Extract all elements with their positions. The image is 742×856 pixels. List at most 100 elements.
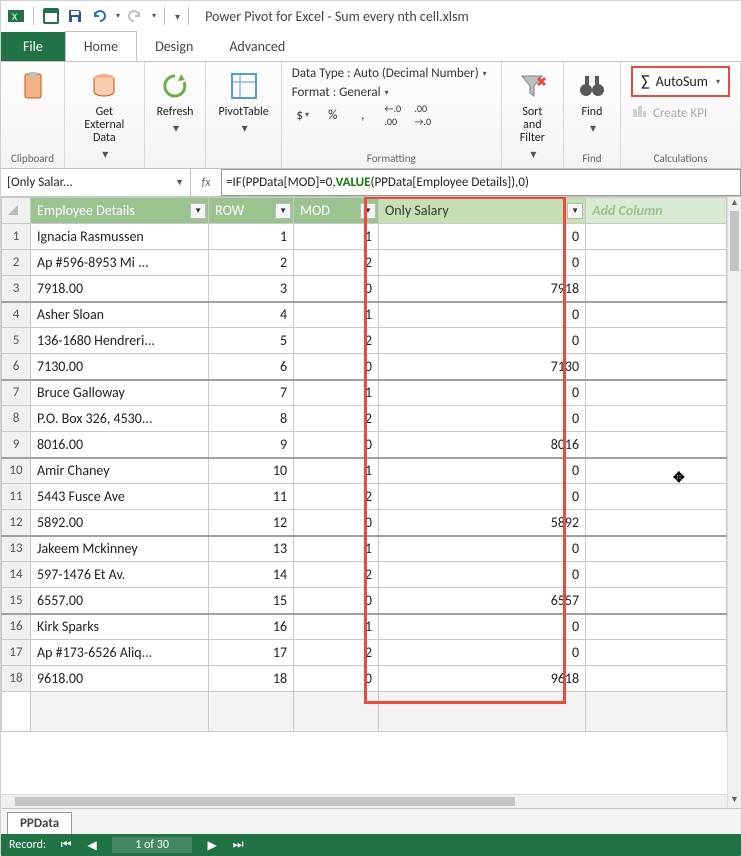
cell-mod[interactable]: 1 bbox=[294, 224, 379, 250]
row-number[interactable]: 2 bbox=[2, 250, 31, 276]
cell-row[interactable]: 13 bbox=[209, 536, 294, 562]
cell-mod[interactable]: 0 bbox=[294, 432, 379, 458]
cell-mod[interactable]: 0 bbox=[294, 276, 379, 302]
cell-employee[interactable]: Kirk Sparks bbox=[31, 614, 209, 640]
cell-salary[interactable]: 0 bbox=[378, 250, 585, 276]
scroll-down-icon[interactable]: ▼ bbox=[728, 794, 741, 808]
cell-mod[interactable]: 2 bbox=[294, 640, 379, 666]
row-number[interactable]: 13 bbox=[2, 536, 31, 562]
cell-employee[interactable]: 7918.00 bbox=[31, 276, 209, 302]
cell-employee[interactable]: Bruce Galloway bbox=[31, 380, 209, 406]
row-number[interactable]: 4 bbox=[2, 302, 31, 328]
cell-row[interactable]: 11 bbox=[209, 484, 294, 510]
cell-row[interactable]: 2 bbox=[209, 250, 294, 276]
cell-mod[interactable]: 2 bbox=[294, 328, 379, 354]
cell-salary[interactable]: 0 bbox=[378, 406, 585, 432]
cell-mod[interactable]: 0 bbox=[294, 354, 379, 380]
col-header-only-salary[interactable]: Only Salary▼ bbox=[378, 198, 585, 224]
table-row[interactable]: 125892.001205892 bbox=[2, 510, 727, 536]
col-header-mod[interactable]: MOD▼ bbox=[294, 198, 379, 224]
cell-mod[interactable]: 1 bbox=[294, 380, 379, 406]
cell-employee[interactable]: P.O. Box 326, 4530... bbox=[31, 406, 209, 432]
undo-icon[interactable] bbox=[90, 7, 108, 25]
refresh-button[interactable]: Refresh ▾ bbox=[155, 66, 196, 140]
cell-salary[interactable]: 7918 bbox=[378, 276, 585, 302]
row-number[interactable]: 11 bbox=[2, 484, 31, 510]
row-number[interactable]: 7 bbox=[2, 380, 31, 406]
filter-icon[interactable]: ▼ bbox=[360, 203, 376, 219]
row-number[interactable]: 16 bbox=[2, 614, 31, 640]
table-row[interactable]: 10Amir Chaney1010 bbox=[2, 458, 727, 484]
table-row[interactable]: 189618.001809618 bbox=[2, 666, 727, 692]
cell-empty[interactable] bbox=[586, 380, 727, 406]
cell-empty[interactable] bbox=[586, 484, 727, 510]
cell-row[interactable]: 4 bbox=[209, 302, 294, 328]
row-number[interactable]: 1 bbox=[2, 224, 31, 250]
pivottable-button[interactable]: PivotTable ▾ bbox=[216, 66, 270, 140]
cell-row[interactable]: 14 bbox=[209, 562, 294, 588]
cell-row[interactable]: 9 bbox=[209, 432, 294, 458]
cell-salary[interactable]: 7130 bbox=[378, 354, 585, 380]
cell-salary[interactable]: 8016 bbox=[378, 432, 585, 458]
redo-dropdown[interactable]: ▾ bbox=[152, 11, 156, 21]
table-row[interactable]: 8P.O. Box 326, 4530...820 bbox=[2, 406, 727, 432]
cell-empty[interactable] bbox=[586, 328, 727, 354]
row-number[interactable]: 10 bbox=[2, 458, 31, 484]
cell-empty[interactable] bbox=[586, 432, 727, 458]
cell-salary[interactable]: 0 bbox=[378, 562, 585, 588]
cell-employee[interactable]: 597-1476 Et Av. bbox=[31, 562, 209, 588]
table-row[interactable]: 156557.001506557 bbox=[2, 588, 727, 614]
cell-mod[interactable]: 2 bbox=[294, 562, 379, 588]
clipboard-button[interactable] bbox=[15, 66, 51, 106]
cell-row[interactable]: 7 bbox=[209, 380, 294, 406]
filter-icon[interactable]: ▼ bbox=[567, 203, 583, 219]
cell-empty[interactable] bbox=[586, 510, 727, 536]
save-icon[interactable] bbox=[66, 7, 84, 25]
cell-salary[interactable]: 0 bbox=[378, 484, 585, 510]
decrease-decimal-button[interactable]: .00→.0 bbox=[412, 104, 434, 126]
sheet-tab-ppdata[interactable]: PPData bbox=[7, 812, 72, 834]
col-header-employee[interactable]: Employee Details▼ bbox=[31, 198, 209, 224]
table-row[interactable]: 67130.00607130 bbox=[2, 354, 727, 380]
powerpivot-icon[interactable] bbox=[42, 7, 60, 25]
cell-mod[interactable]: 2 bbox=[294, 406, 379, 432]
cell-employee[interactable]: 5443 Fusce Ave bbox=[31, 484, 209, 510]
tab-advanced[interactable]: Advanced bbox=[211, 32, 303, 61]
cell-employee[interactable]: 5892.00 bbox=[31, 510, 209, 536]
percent-button[interactable]: % bbox=[322, 104, 344, 126]
row-number[interactable]: 5 bbox=[2, 328, 31, 354]
qat-customize[interactable]: ▾ bbox=[175, 10, 180, 23]
horizontal-scrollbar[interactable] bbox=[1, 794, 727, 808]
cell-employee[interactable]: Asher Sloan bbox=[31, 302, 209, 328]
select-all-corner[interactable] bbox=[2, 198, 31, 224]
cell-salary[interactable]: 6557 bbox=[378, 588, 585, 614]
table-row[interactable]: 13Jakeem Mckinney1310 bbox=[2, 536, 727, 562]
calc-row[interactable] bbox=[2, 692, 727, 732]
table-row[interactable]: 37918.00307918 bbox=[2, 276, 727, 302]
cell-row[interactable]: 18 bbox=[209, 666, 294, 692]
cell-row[interactable]: 3 bbox=[209, 276, 294, 302]
cell-row[interactable]: 17 bbox=[209, 640, 294, 666]
cell-salary[interactable]: 0 bbox=[378, 536, 585, 562]
table-row[interactable]: 4Asher Sloan410 bbox=[2, 302, 727, 328]
cell-empty[interactable] bbox=[586, 302, 727, 328]
add-column[interactable]: Add Column bbox=[586, 198, 727, 224]
row-number[interactable]: 14 bbox=[2, 562, 31, 588]
datatype-row[interactable]: Data Type : Auto (Decimal Number) ▾ bbox=[292, 66, 491, 81]
cell-empty[interactable] bbox=[586, 562, 727, 588]
row-number[interactable]: 17 bbox=[2, 640, 31, 666]
cell-employee[interactable]: 7130.00 bbox=[31, 354, 209, 380]
cell-employee[interactable]: 9618.00 bbox=[31, 666, 209, 692]
sort-filter-button[interactable]: Sort and Filter ▾ bbox=[512, 66, 553, 166]
undo-dropdown[interactable]: ▾ bbox=[116, 11, 120, 21]
autosum-button[interactable]: ∑ AutoSum ▾ bbox=[631, 66, 730, 97]
cell-empty[interactable] bbox=[586, 406, 727, 432]
cell-employee[interactable]: Ignacia Rasmussen bbox=[31, 224, 209, 250]
cell-row[interactable]: 6 bbox=[209, 354, 294, 380]
redo-icon[interactable] bbox=[126, 7, 144, 25]
table-row[interactable]: 1Ignacia Rasmussen110 bbox=[2, 224, 727, 250]
dropdown-icon[interactable]: ▼ bbox=[175, 177, 184, 188]
cell-mod[interactable]: 1 bbox=[294, 536, 379, 562]
prev-record-button[interactable]: ◀ bbox=[86, 838, 98, 853]
get-external-data-button[interactable]: Get External Data ▾ bbox=[75, 66, 134, 166]
